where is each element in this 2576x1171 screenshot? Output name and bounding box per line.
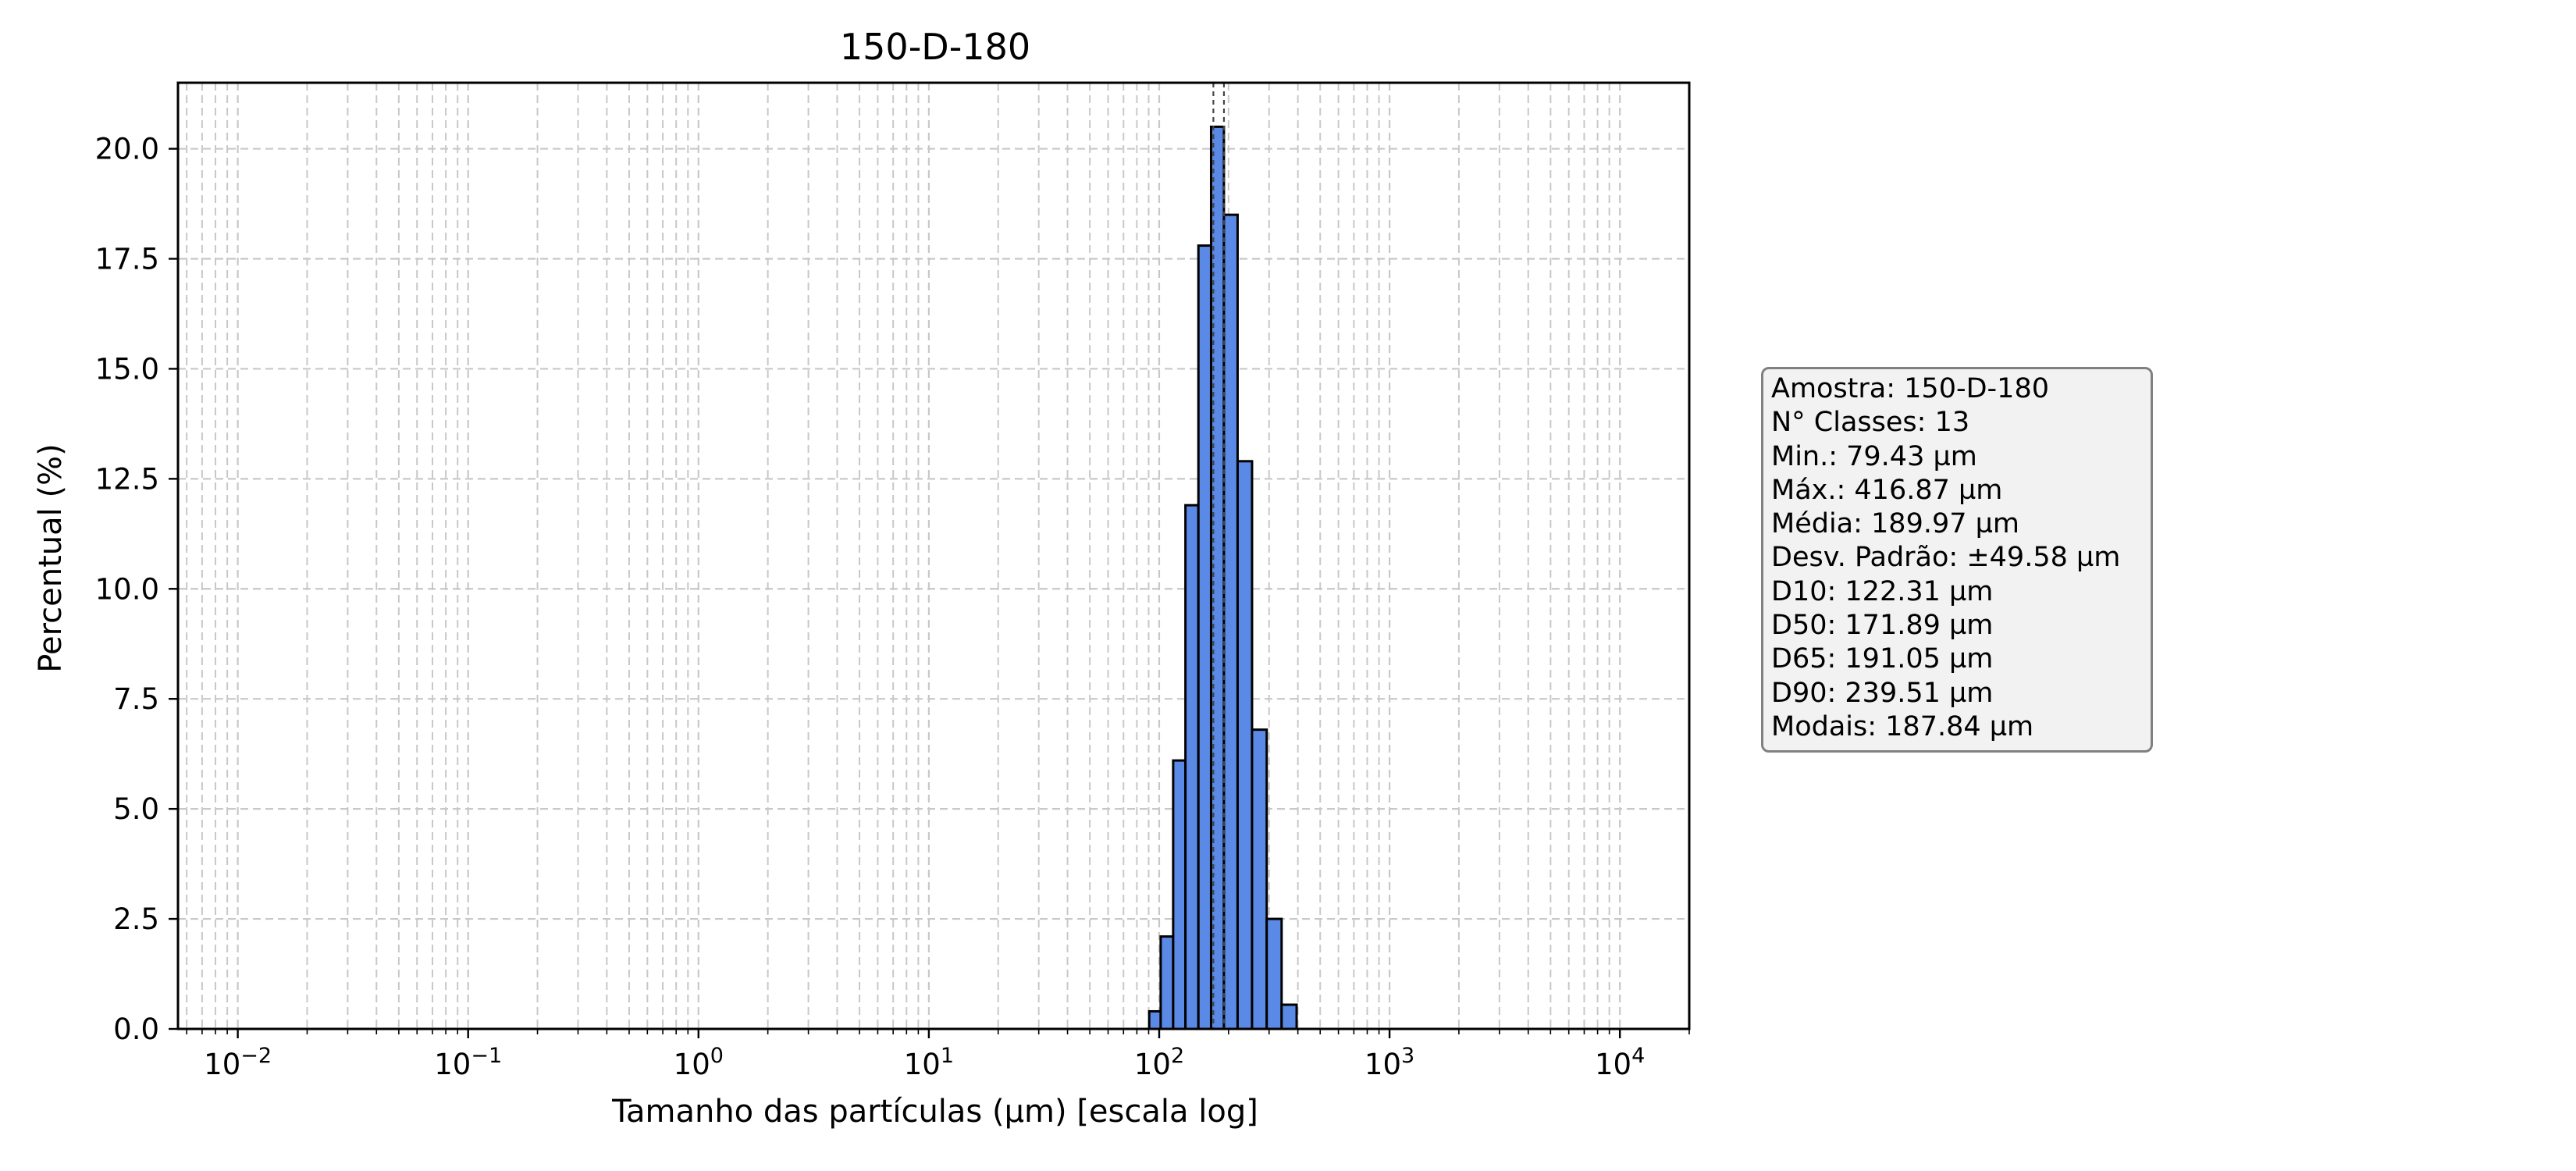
stat-min: Min.: 79.43 µm <box>1771 440 1977 472</box>
y-tick-label: 5.0 <box>113 792 159 826</box>
y-tick-label: 10.0 <box>95 572 159 606</box>
y-tick-label: 12.5 <box>95 462 159 496</box>
y-tick-label: 7.5 <box>113 682 159 716</box>
histogram-bar <box>1147 1009 1162 1030</box>
stat-d50: D50: 171.89 µm <box>1771 610 1994 642</box>
histogram-bar <box>1159 935 1175 1030</box>
stat-mean: Média: 189.97 µm <box>1771 508 2019 540</box>
x-tick-label: 103 <box>1364 1044 1414 1081</box>
histogram-bar <box>1222 213 1239 1030</box>
histogram-bar <box>1251 728 1268 1030</box>
x-tick-label: 10−2 <box>204 1044 272 1081</box>
statistics-box: Amostra: 150-D-180 N° Classes: 13 Min.: … <box>1761 367 2153 753</box>
x-tick-label: 104 <box>1595 1044 1645 1081</box>
stat-class-count: N° Classes: 13 <box>1771 407 1970 439</box>
y-tick-label: 2.5 <box>113 902 159 936</box>
plot-frame <box>176 81 1691 1030</box>
histogram-bar <box>1197 244 1212 1030</box>
y-tick-label: 20.0 <box>95 133 159 166</box>
x-tick-label: 10−1 <box>434 1044 502 1081</box>
y-tick-label: 17.5 <box>95 242 159 276</box>
stat-d10: D10: 122.31 µm <box>1771 575 1994 607</box>
histogram-bar <box>1184 504 1200 1030</box>
y-tick-label: 15.0 <box>95 352 159 386</box>
y-tick-label: 0.0 <box>113 1013 159 1046</box>
histogram-bar <box>1172 759 1187 1030</box>
x-axis-label: Tamanho das partículas (µm) [escala log] <box>611 1094 1258 1130</box>
chart-title: 150-D-180 <box>840 26 1030 68</box>
histogram-bar <box>1280 1003 1298 1030</box>
x-tick-label: 102 <box>1134 1044 1184 1081</box>
stat-sample: Amostra: 150-D-180 <box>1771 373 2049 404</box>
stat-std-dev: Desv. Padrão: ±49.58 µm <box>1771 542 2121 574</box>
stat-d90: D90: 239.51 µm <box>1771 677 1994 709</box>
stat-modes: Modais: 187.84 µm <box>1771 710 2034 742</box>
reference-lines <box>1212 83 1226 1029</box>
histogram-bar <box>1236 460 1254 1030</box>
x-tick-label: 100 <box>674 1044 724 1081</box>
y-axis-label: Percentual (%) <box>33 443 69 672</box>
x-tick-label: 101 <box>904 1044 954 1081</box>
stat-max: Máx.: 416.87 µm <box>1771 474 2003 506</box>
stat-d65: D65: 191.05 µm <box>1771 643 1994 675</box>
grid-lines <box>178 83 1690 1030</box>
axis-ticks: 0.0 2.5 5.0 7.5 10.0 12.5 15.0 17.5 20.0 10−2 10−1… <box>95 133 1690 1081</box>
histogram-bars <box>1147 125 1298 1030</box>
histogram-bar <box>1265 917 1283 1030</box>
